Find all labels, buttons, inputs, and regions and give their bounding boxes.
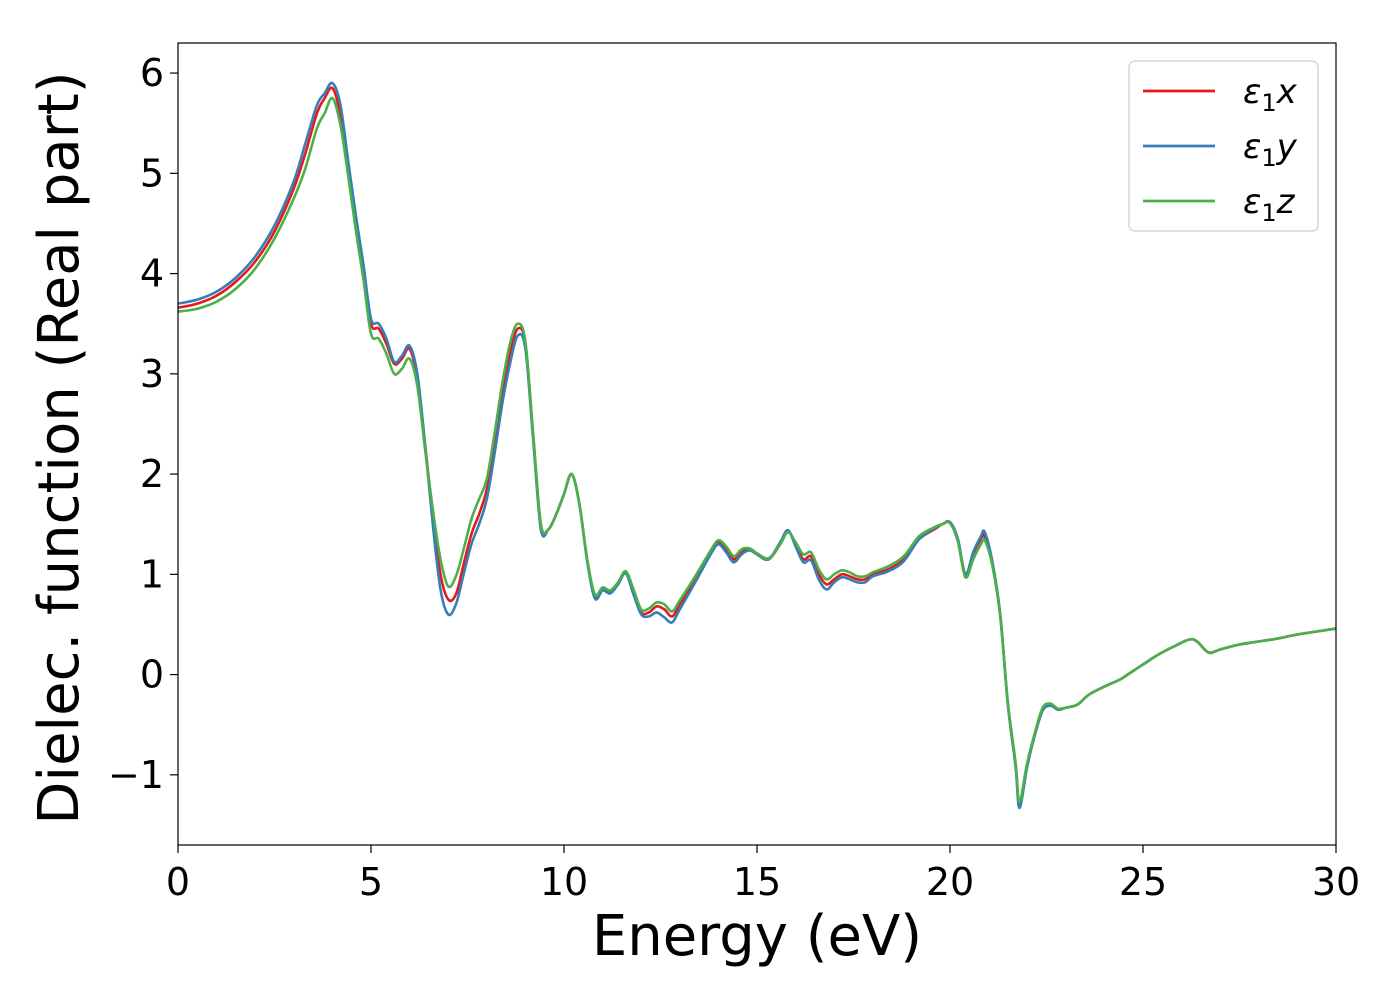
- x-tick-label: 30: [1312, 860, 1360, 904]
- legend-label-x: ε1x: [1243, 72, 1298, 117]
- x-tick-label: 20: [926, 860, 974, 904]
- y-tick-label: 1: [140, 552, 164, 596]
- x-tick-label: 25: [1119, 860, 1167, 904]
- y-tick-label: −1: [108, 753, 164, 797]
- x-axis-ticks: 0 5 10 15 20 25 30: [166, 845, 1360, 904]
- x-tick-label: 10: [540, 860, 588, 904]
- y-tick-label: 6: [140, 51, 164, 95]
- x-tick-label: 5: [359, 860, 383, 904]
- x-tick-label: 0: [166, 860, 190, 904]
- plot-lines: [178, 81, 1336, 810]
- legend-label-y: ε1y: [1243, 127, 1298, 172]
- y-axis-title: Dielec. function (Real part): [27, 71, 92, 824]
- series-line-z: [178, 96, 1336, 804]
- legend-label-z: ε1z: [1243, 182, 1296, 227]
- y-tick-label: 3: [140, 352, 164, 396]
- legend-box: [1128, 60, 1319, 232]
- y-tick-label: 5: [140, 151, 164, 195]
- y-tick-label: 4: [140, 252, 164, 296]
- series-line-y: [178, 81, 1336, 810]
- y-axis-ticks: −1 0 1 2 3 4 5 6: [108, 51, 178, 797]
- y-tick-label: 2: [140, 452, 164, 496]
- x-axis-title: Energy (eV): [592, 904, 922, 969]
- x-tick-label: 15: [733, 860, 781, 904]
- legend: ε1x ε1y ε1z: [1128, 60, 1319, 232]
- y-tick-label: 0: [140, 653, 164, 697]
